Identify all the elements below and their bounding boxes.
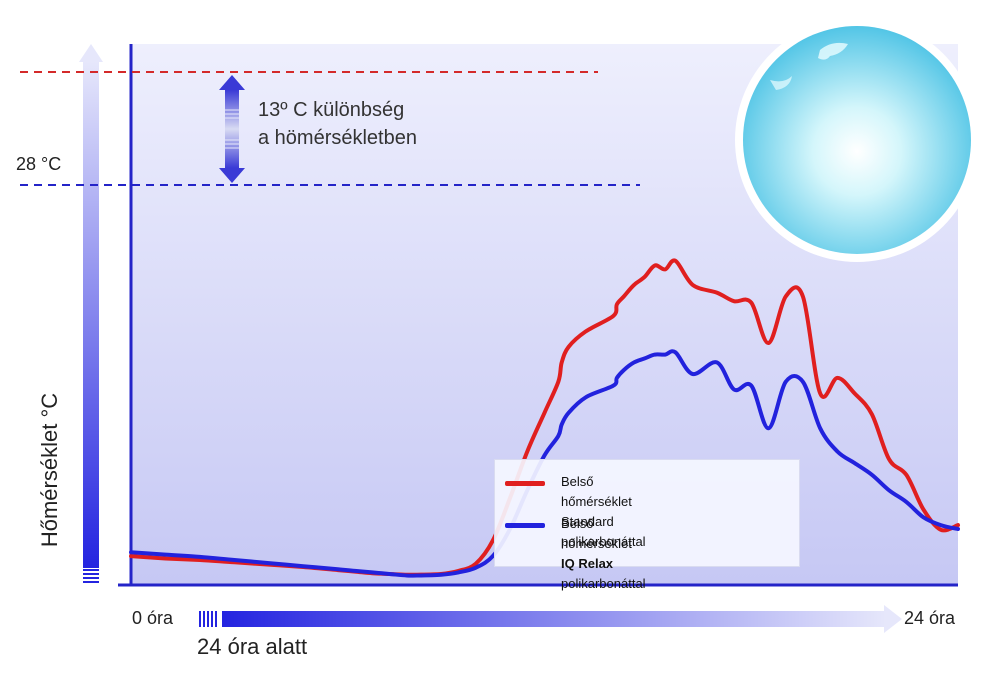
legend-label-standard-line1: Belső hőmérséklet (561, 474, 632, 509)
y-axis-arrowhead (79, 44, 103, 62)
x-tick-label-start: 0 óra (132, 608, 174, 628)
series-line-iqrelax (129, 349, 960, 578)
x-axis-title: 24 óra alatt (197, 634, 308, 659)
y-axis-stripes (83, 569, 99, 583)
y-axis-gradient-bar (83, 62, 99, 568)
series-layer (129, 258, 960, 578)
x-tick-label-end: 24 óra (904, 608, 956, 628)
legend-label-iqrelax-line2: IQ Relax polikarbonáttal (561, 554, 646, 594)
legend: Belső hőmérséklet Standard polikarbonátt… (494, 459, 800, 591)
legend-swatch-iqrelax (505, 523, 545, 528)
x-axis-gradient-bar (222, 611, 886, 627)
annotation-line-2: a hömérsékletben (258, 127, 417, 149)
legend-label-iqrelax-line1: Belső hőmérséklet (561, 516, 632, 551)
globe-cloud-shape (770, 76, 792, 90)
annotation-line-1: 13º C különbség (258, 99, 405, 121)
legend-label-iqrelax-bold: IQ Relax (561, 556, 614, 571)
globe-disc (743, 26, 971, 254)
x-axis-arrowhead (884, 605, 902, 633)
y-axis-title: Hőmérséklet °C (37, 392, 62, 548)
y-tick-label: 28 °C (16, 154, 62, 174)
legend-swatch-standard (505, 481, 545, 486)
legend-label-standard-line2: Standard polikarbonáttal (561, 514, 646, 549)
globe-cloud-shape (818, 42, 848, 60)
difference-double-arrow-icon (219, 75, 245, 183)
difference-annotation: 13º C különbség a hömérsékletben (258, 96, 417, 152)
legend-label-iqrelax-rest: polikarbonáttal (561, 576, 646, 591)
legend-text-iqrelax: Belső hőmérséklet IQ Relax polikarbonátt… (561, 514, 646, 594)
legend-text-standard: Belső hőmérséklet Standard polikarbonátt… (561, 472, 646, 552)
x-axis-stripes (199, 611, 217, 627)
